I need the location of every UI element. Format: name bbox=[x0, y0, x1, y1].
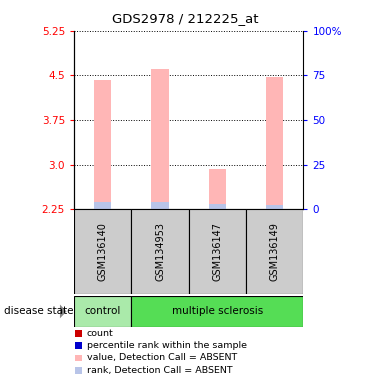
Text: GSM136140: GSM136140 bbox=[98, 222, 108, 281]
Bar bbox=[131, 209, 189, 294]
Text: GSM136147: GSM136147 bbox=[212, 222, 222, 281]
Polygon shape bbox=[60, 305, 67, 318]
Bar bbox=[74, 296, 131, 327]
Bar bbox=[75, 330, 83, 337]
Bar bbox=[131, 296, 303, 327]
Text: percentile rank within the sample: percentile rank within the sample bbox=[87, 341, 247, 350]
Bar bbox=[209, 169, 226, 209]
Text: GSM134953: GSM134953 bbox=[155, 222, 165, 281]
Bar bbox=[151, 70, 169, 209]
Text: value, Detection Call = ABSENT: value, Detection Call = ABSENT bbox=[87, 353, 237, 362]
Bar bbox=[75, 367, 83, 374]
Text: GSM136149: GSM136149 bbox=[270, 222, 280, 281]
Bar bbox=[266, 205, 283, 209]
Bar bbox=[74, 209, 131, 294]
Bar bbox=[75, 354, 83, 361]
Bar bbox=[266, 76, 283, 209]
Text: multiple sclerosis: multiple sclerosis bbox=[172, 306, 263, 316]
Bar bbox=[246, 209, 303, 294]
Text: count: count bbox=[87, 329, 114, 338]
Text: control: control bbox=[84, 306, 121, 316]
Bar bbox=[94, 202, 111, 209]
Bar bbox=[94, 80, 111, 209]
Bar bbox=[209, 204, 226, 209]
Text: rank, Detection Call = ABSENT: rank, Detection Call = ABSENT bbox=[87, 366, 233, 375]
Bar bbox=[189, 209, 246, 294]
Text: GDS2978 / 212225_at: GDS2978 / 212225_at bbox=[112, 12, 258, 25]
Bar bbox=[151, 202, 169, 209]
Bar bbox=[75, 342, 83, 349]
Text: disease state: disease state bbox=[4, 306, 73, 316]
